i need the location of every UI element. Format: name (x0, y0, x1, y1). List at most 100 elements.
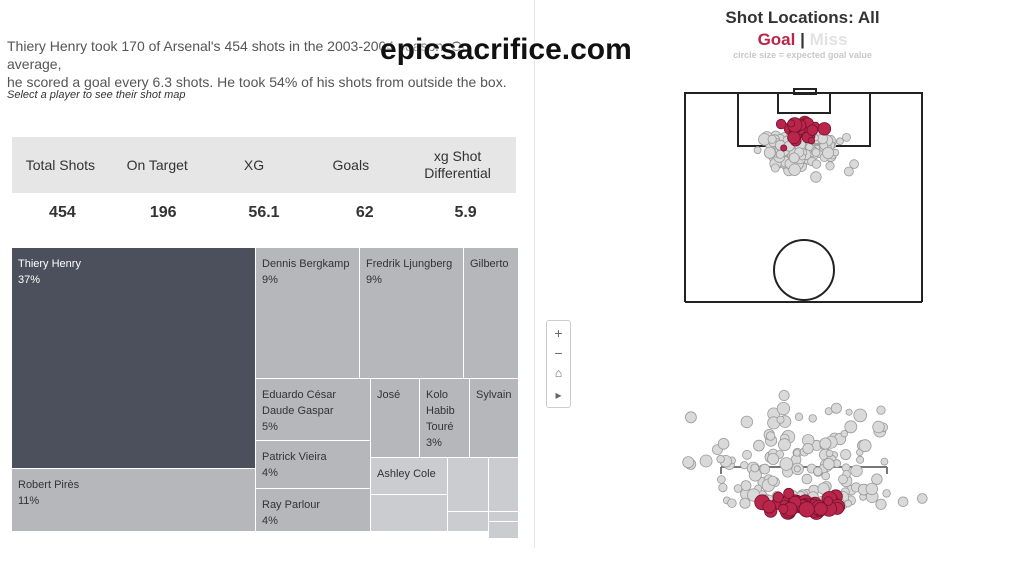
play-icon[interactable]: ▸ (555, 388, 562, 402)
miss-dot[interactable] (802, 442, 814, 455)
miss-dot[interactable] (844, 499, 852, 508)
miss-dot[interactable] (811, 159, 822, 169)
goal-dot[interactable] (772, 491, 784, 503)
shot-map[interactable] (540, 0, 1024, 548)
goal-dot[interactable] (823, 496, 834, 506)
miss-dot[interactable] (778, 389, 790, 401)
miss-dot[interactable] (882, 489, 891, 498)
miss-dot[interactable] (777, 438, 791, 452)
goal-dot[interactable] (783, 487, 795, 499)
goal-dot[interactable] (762, 500, 776, 514)
treemap-tile-ray-parlour[interactable]: Ray Parlour 4% (255, 488, 371, 532)
miss-dot[interactable] (716, 454, 725, 464)
miss-dot[interactable] (858, 439, 872, 453)
miss-dot[interactable] (699, 454, 713, 468)
miss-dot[interactable] (770, 163, 780, 173)
miss-dot[interactable] (753, 439, 765, 452)
miss-dot[interactable] (871, 473, 883, 485)
miss-dot[interactable] (840, 430, 848, 438)
miss-dot[interactable] (767, 134, 777, 144)
miss-dot[interactable] (776, 401, 790, 416)
treemap-tile-thierry-henry[interactable]: Thiery Henry 37% (11, 247, 256, 469)
treemap-tile-ashley-cole[interactable]: Ashley Cole (370, 457, 448, 495)
miss-dot[interactable] (776, 415, 785, 424)
treemap-tile-other-2[interactable] (488, 457, 519, 512)
treemap-tile-kolo-habib-toure[interactable]: Kolo Habib Touré 3% (419, 378, 470, 458)
miss-dot[interactable] (813, 466, 823, 476)
miss-dot[interactable] (840, 449, 852, 461)
miss-dot[interactable] (897, 496, 909, 508)
treemap-tile-eduardo-cesar-daude-gaspar[interactable]: Eduardo César Daude Gaspar 5% (255, 378, 371, 441)
miss-dot[interactable] (856, 455, 865, 464)
treemap-tile-jose[interactable]: José (370, 378, 420, 458)
miss-dot[interactable] (822, 457, 835, 470)
goal-dot[interactable] (787, 130, 801, 145)
treemap-tile-dennis-bergkamp[interactable]: Dennis Bergkamp 9% (255, 247, 360, 379)
legend-miss[interactable]: Miss (809, 30, 848, 49)
miss-dot[interactable] (822, 146, 835, 159)
treemap-tile-robert-pires[interactable]: Robert Pirès 11% (11, 468, 256, 532)
legend-goal[interactable]: Goal (757, 30, 796, 49)
miss-dot[interactable] (872, 420, 885, 434)
miss-dot[interactable] (801, 473, 813, 485)
miss-dot[interactable] (810, 171, 822, 183)
miss-dot[interactable] (853, 408, 868, 423)
miss-dot[interactable] (843, 166, 854, 177)
miss-dot[interactable] (727, 498, 737, 508)
miss-dot[interactable] (880, 457, 889, 466)
goal-dot[interactable] (813, 501, 828, 516)
miss-dot[interactable] (733, 484, 743, 493)
treemap-tile-other-4[interactable] (447, 511, 489, 532)
miss-dot[interactable] (767, 475, 778, 486)
miss-dot[interactable] (876, 405, 886, 415)
treemap-tile-other-1[interactable] (447, 457, 489, 512)
miss-dot[interactable] (740, 480, 752, 492)
miss-dot[interactable] (684, 411, 697, 424)
miss-dot[interactable] (850, 464, 863, 478)
goal-dot[interactable] (778, 503, 789, 514)
miss-dot[interactable] (779, 457, 794, 471)
miss-dot[interactable] (765, 431, 776, 441)
miss-dot[interactable] (916, 493, 928, 504)
miss-dot[interactable] (842, 132, 851, 142)
miss-dot[interactable] (845, 408, 853, 416)
miss-dot[interactable] (682, 456, 695, 469)
goal-dot[interactable] (787, 119, 796, 128)
miss-dot[interactable] (811, 148, 821, 157)
miss-dot[interactable] (767, 452, 780, 465)
miss-dot[interactable] (875, 498, 887, 510)
treemap-tile-other-3[interactable] (370, 494, 448, 532)
miss-dot[interactable] (740, 415, 754, 429)
miss-dot[interactable] (750, 463, 760, 473)
zoom-out-button[interactable]: − (554, 345, 563, 361)
home-icon[interactable]: ⌂ (554, 366, 563, 380)
miss-dot[interactable] (808, 414, 817, 423)
miss-dot[interactable] (763, 146, 776, 159)
miss-dot[interactable] (849, 159, 859, 169)
treemap-tile-gilberto[interactable]: Gilberto (463, 247, 519, 379)
goal-dot[interactable] (780, 144, 788, 152)
zoom-in-button[interactable]: + (554, 325, 563, 341)
miss-dot[interactable] (788, 163, 801, 176)
miss-dot[interactable] (742, 449, 752, 460)
treemap-tile-fredrik-ljungberg[interactable]: Fredrik Ljungberg 9% (359, 247, 464, 379)
miss-dot[interactable] (825, 161, 835, 171)
miss-dot[interactable] (793, 449, 801, 457)
miss-dot[interactable] (865, 482, 879, 496)
miss-dot[interactable] (838, 474, 848, 485)
goal-dot[interactable] (817, 122, 832, 136)
treemap-tile-other-6[interactable] (488, 521, 519, 539)
goal-dot[interactable] (806, 124, 819, 136)
miss-dot[interactable] (717, 475, 726, 484)
goal-dot[interactable] (798, 501, 815, 518)
goal-dot[interactable] (775, 118, 787, 130)
miss-dot[interactable] (739, 497, 751, 509)
miss-dot[interactable] (740, 461, 749, 470)
goal-dot[interactable] (807, 136, 816, 145)
miss-dot[interactable] (793, 465, 801, 473)
miss-dot[interactable] (718, 482, 728, 493)
miss-dot[interactable] (830, 402, 842, 414)
miss-dot[interactable] (794, 412, 804, 421)
miss-dot[interactable] (819, 437, 832, 450)
miss-dot[interactable] (759, 463, 771, 475)
